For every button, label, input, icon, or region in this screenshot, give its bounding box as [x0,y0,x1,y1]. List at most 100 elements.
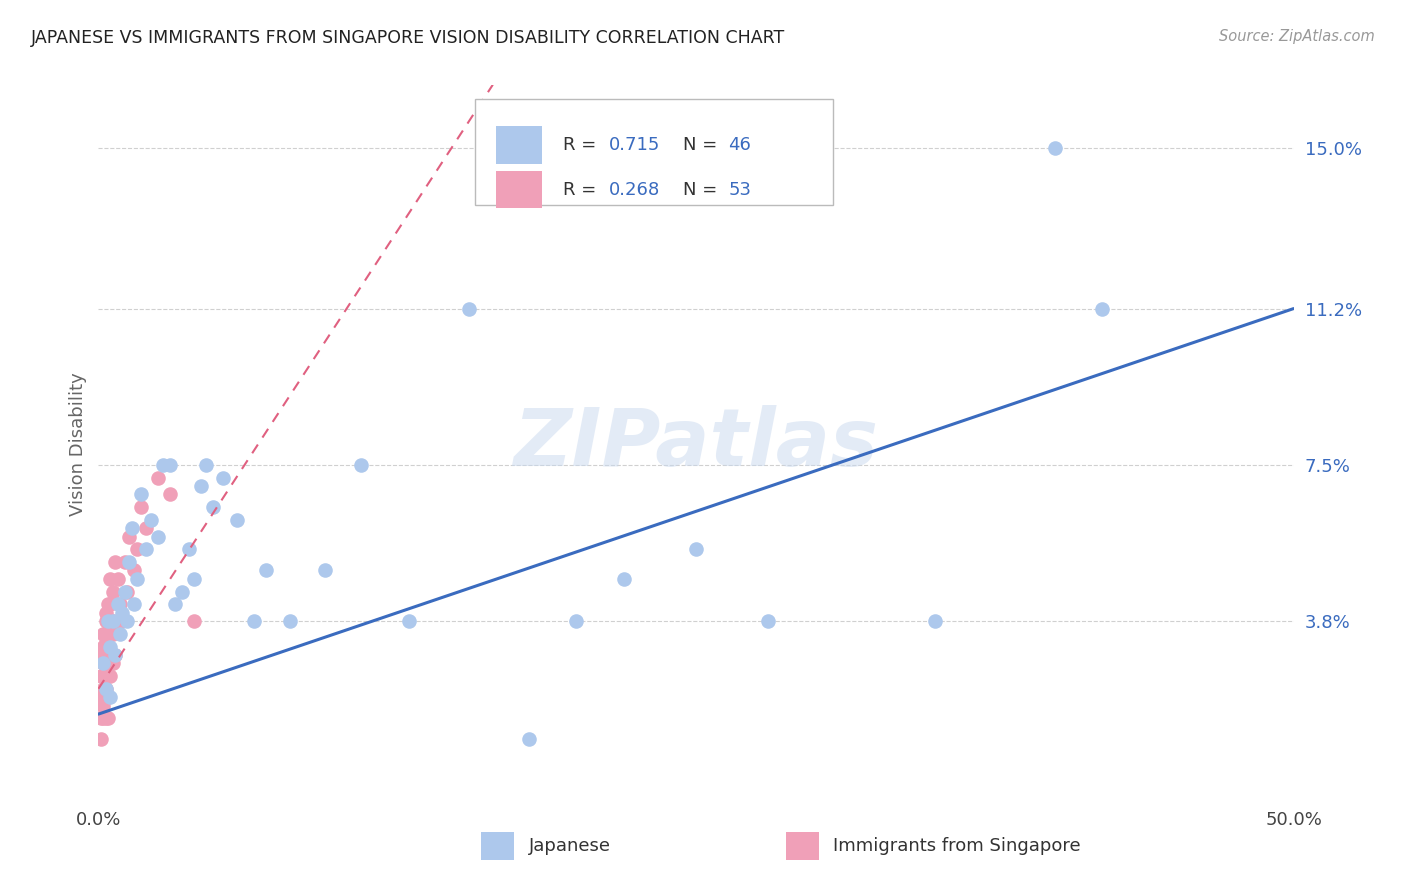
Point [94,681,117,696]
Point [107,614,129,628]
Point [104,648,127,662]
Point [91,657,114,671]
Point [101,584,124,599]
Point [91,640,114,654]
Point [98,627,122,641]
Text: 0.268: 0.268 [609,180,659,199]
Point [202,500,225,515]
Point [159,458,181,472]
Point [458,301,481,316]
Point [94,657,117,671]
Point [131,487,153,501]
Point [108,627,131,641]
Point [148,470,170,484]
Point [90,669,112,683]
Point [195,458,218,472]
Point [131,500,153,515]
Point [90,648,112,662]
Bar [496,171,541,208]
Point [107,597,129,611]
Point [97,597,120,611]
Text: JAPANESE VS IMMIGRANTS FROM SINGAPORE VISION DISABILITY CORRELATION CHART: JAPANESE VS IMMIGRANTS FROM SINGAPORE VI… [31,29,785,46]
Point [98,597,122,611]
Point [97,711,120,725]
Point [517,732,540,747]
Point [125,542,148,557]
Point [278,614,301,628]
Point [101,614,124,628]
Point [91,698,114,713]
Point [190,479,212,493]
Point [97,614,120,628]
Point [97,614,120,628]
Point [350,458,373,472]
Text: Japanese: Japanese [529,837,610,855]
Point [97,640,120,654]
Bar [481,832,515,860]
Point [125,572,148,586]
Point [685,542,707,557]
Point [135,542,157,557]
Point [94,614,117,628]
Point [97,690,120,705]
Point [90,711,112,725]
Point [139,513,162,527]
Point [111,606,134,620]
Text: ZIPatlas: ZIPatlas [513,405,879,483]
Point [94,606,117,620]
Text: N =: N = [683,136,723,154]
Point [756,614,779,628]
Point [107,572,129,586]
Point [1043,141,1066,155]
Text: R =: R = [564,136,602,154]
Point [115,584,138,599]
Point [98,640,122,654]
Bar [786,832,820,860]
Point [111,614,134,628]
Point [179,542,201,557]
Point [97,648,120,662]
Point [163,597,186,611]
Point [90,732,112,747]
Point [183,614,205,628]
Text: 53: 53 [728,180,751,199]
Text: 0.715: 0.715 [609,136,659,154]
Point [94,657,117,671]
Point [94,711,117,725]
Y-axis label: Vision Disability: Vision Disability [69,372,87,516]
FancyBboxPatch shape [475,99,834,205]
Point [91,669,114,683]
Point [243,614,266,628]
Point [98,572,122,586]
Bar [496,127,541,164]
Point [121,521,143,535]
Point [114,555,136,569]
Point [115,614,138,628]
Point [94,681,117,696]
Text: 46: 46 [728,136,751,154]
Point [183,572,205,586]
Point [104,555,127,569]
Point [101,657,124,671]
Point [118,555,141,569]
Point [94,690,117,705]
Point [315,564,337,578]
Point [152,458,174,472]
Point [104,648,127,662]
Text: R =: R = [564,180,602,199]
Point [98,690,122,705]
Point [148,530,170,544]
Point [91,627,114,641]
Point [98,614,122,628]
Text: Immigrants from Singapore: Immigrants from Singapore [834,837,1081,855]
Point [118,530,141,544]
Text: Source: ZipAtlas.com: Source: ZipAtlas.com [1219,29,1375,44]
Point [565,614,588,628]
Point [135,521,157,535]
Point [924,614,946,628]
Point [613,572,636,586]
Point [91,657,114,671]
Point [91,711,114,725]
Point [124,564,146,578]
Point [114,584,136,599]
